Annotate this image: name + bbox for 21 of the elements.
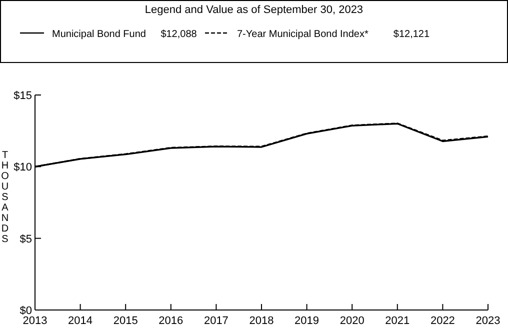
x-tick-label: 2019 bbox=[294, 315, 320, 327]
y-tick-label: $10 bbox=[14, 162, 32, 174]
x-tick-label: 2021 bbox=[385, 315, 410, 327]
x-tick-label: 2017 bbox=[204, 315, 228, 327]
text: $12,121 bbox=[393, 29, 430, 40]
x-tick-label: 2023 bbox=[476, 315, 500, 327]
y-tick-label: $0 bbox=[20, 305, 32, 317]
x-tick-label: 2020 bbox=[340, 315, 364, 327]
legend-label: 7-Year Municipal Bond Index* bbox=[237, 29, 368, 40]
text: $12,088 bbox=[160, 29, 198, 40]
x-tick-label: 2022 bbox=[430, 315, 455, 327]
x-tick-label: 2014 bbox=[68, 315, 93, 327]
x-tick-label: 2015 bbox=[113, 315, 138, 327]
legend-label: Municipal Bond Fund bbox=[52, 29, 146, 40]
x-tick-label: 2018 bbox=[249, 315, 274, 327]
x-tick-label: 2016 bbox=[158, 315, 184, 327]
text: THOUSANDS bbox=[1, 150, 9, 245]
chart-title: Legend and Value as of September 30, 2023 bbox=[144, 4, 364, 16]
y-tick-label: $5 bbox=[20, 233, 32, 246]
y-tick-label: $15 bbox=[14, 90, 32, 102]
x-tick-label: 2013 bbox=[22, 315, 48, 327]
